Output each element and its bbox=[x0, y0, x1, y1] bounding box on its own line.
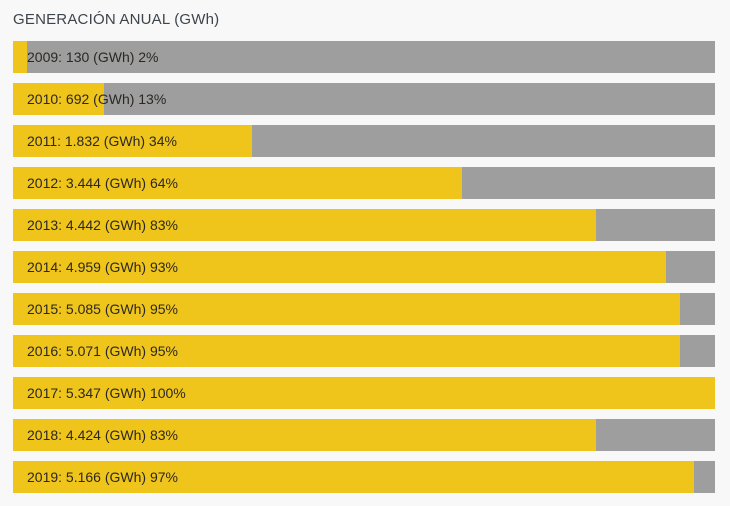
bar-label: 2009: 130 (GWh) 2% bbox=[27, 49, 159, 65]
bar-fill bbox=[13, 125, 252, 157]
bar-list: 2009: 130 (GWh) 2% 2010: 692 (GWh) 13% 201… bbox=[13, 41, 715, 493]
bar-label: 2012: 3.444 (GWh) 64% bbox=[27, 175, 178, 191]
bar-row: 2011: 1.832 (GWh) 34% bbox=[13, 125, 715, 157]
bar-fill bbox=[13, 461, 694, 493]
bar-row: 2014: 4.959 (GWh) 93% bbox=[13, 251, 715, 283]
bar-label: 2015: 5.085 (GWh) 95% bbox=[27, 301, 178, 317]
bar-label: 2011: 1.832 (GWh) 34% bbox=[27, 133, 177, 149]
bar-row: 2018: 4.424 (GWh) 83% bbox=[13, 419, 715, 451]
bar-fill bbox=[13, 335, 680, 367]
bar-label: 2019: 5.166 (GWh) 97% bbox=[27, 469, 178, 485]
bar-row: 2012: 3.444 (GWh) 64% bbox=[13, 167, 715, 199]
bar-fill bbox=[13, 41, 28, 73]
bar-fill bbox=[13, 83, 105, 115]
bar-label: 2013: 4.442 (GWh) 83% bbox=[27, 217, 178, 233]
bar-fill bbox=[13, 209, 596, 241]
bar-label: 2018: 4.424 (GWh) 83% bbox=[27, 427, 178, 443]
bar-label: 2017: 5.347 (GWh) 100% bbox=[27, 385, 186, 401]
bar-fill bbox=[13, 167, 463, 199]
bar-label: 2016: 5.071 (GWh) 95% bbox=[27, 343, 178, 359]
bar-row: 2010: 692 (GWh) 13% bbox=[13, 83, 715, 115]
bar-label: 2010: 692 (GWh) 13% bbox=[27, 91, 167, 107]
bar-row: 2019: 5.166 (GWh) 97% bbox=[13, 461, 715, 493]
bar-fill bbox=[13, 419, 596, 451]
bar-row: 2016: 5.071 (GWh) 95% bbox=[13, 335, 715, 367]
bar-row: 2013: 4.442 (GWh) 83% bbox=[13, 209, 715, 241]
bar-label: 2014: 4.959 (GWh) 93% bbox=[27, 259, 178, 275]
bar-fill bbox=[13, 251, 666, 283]
annual-generation-chart-panel: GENERACIÓN ANUAL (GWh) 2009: 130 (GWh) 2… bbox=[13, 11, 715, 493]
chart-title: GENERACIÓN ANUAL (GWh) bbox=[13, 11, 220, 28]
bar-row: 2015: 5.085 (GWh) 95% bbox=[13, 293, 715, 325]
bar-row: 2017: 5.347 (GWh) 100% bbox=[13, 377, 715, 409]
bar-fill bbox=[13, 377, 715, 409]
bar-fill bbox=[13, 293, 680, 325]
bar-row: 2009: 130 (GWh) 2% bbox=[13, 41, 715, 73]
